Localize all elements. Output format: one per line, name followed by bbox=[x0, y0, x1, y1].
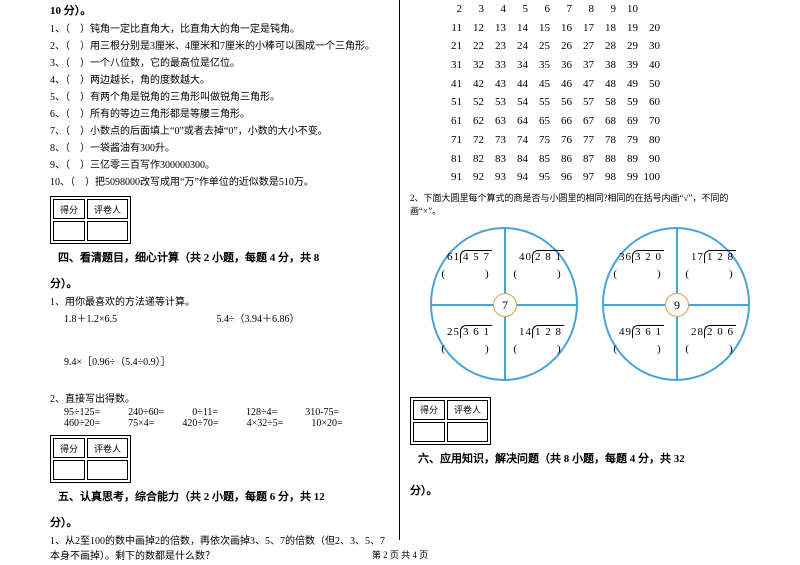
circle-right: 9 363 2 0 ( ) 171 2 8 ( ) 493 6 1 ( ) 28… bbox=[602, 227, 750, 381]
calc-item: 460÷20= bbox=[64, 418, 100, 429]
quad: 402 8 1 ( ) bbox=[504, 229, 576, 304]
calc-item: 128÷4= bbox=[246, 407, 277, 418]
quad: 282 0 6 ( ) bbox=[676, 304, 748, 379]
score-header: 得分 bbox=[53, 199, 85, 219]
calc-item: 95÷125= bbox=[64, 407, 100, 418]
tf-item: 7、（ ）小数点的后面填上“0”或者去掉“0”，小数的大小不变。 bbox=[50, 122, 389, 137]
quad: 614 5 7 ( ) bbox=[432, 229, 504, 304]
tf-item: 5、（ ）有两个角是锐角的三角形叫做锐角三角形。 bbox=[50, 88, 389, 103]
tf-item: 8、（ ）一袋酱油有300升。 bbox=[50, 139, 389, 154]
quad: 363 2 0 ( ) bbox=[604, 229, 676, 304]
true-false-list: 1、（ ）钝角一定比直角大，比直角大的角一定是钝角。 2、（ ）用三根分别是3厘… bbox=[50, 20, 389, 188]
quad: 253 6 1 ( ) bbox=[432, 304, 504, 379]
calc-item: 240÷60= bbox=[128, 407, 164, 418]
tf-item: 3、（ ）一个八位数，它的最高位是亿位。 bbox=[50, 54, 389, 69]
page-footer: 第 2 页 共 4 页 bbox=[0, 548, 800, 561]
tf-item: 1、（ ）钝角一定比直角大，比直角大的角一定是钝角。 bbox=[50, 20, 389, 35]
sec6-title: 六、应用知识，解决问题（共 8 小题，每题 4 分，共 32 bbox=[418, 453, 685, 465]
calc-item: 310-75= bbox=[305, 407, 339, 418]
sec4-title2: 分）。 bbox=[50, 275, 389, 291]
sec6-title2: 分）。 bbox=[410, 482, 750, 498]
calc-item: 10×20= bbox=[311, 418, 342, 429]
quad: 493 6 1 ( ) bbox=[604, 304, 676, 379]
circle-left: 7 614 5 7 ( ) 402 8 1 ( ) 253 6 1 ( ) 14… bbox=[430, 227, 578, 381]
circles-figure: 7 614 5 7 ( ) 402 8 1 ( ) 253 6 1 ( ) 14… bbox=[430, 227, 750, 381]
tf-item: 6、（ ）所有的等边三角形都是等腰三角形。 bbox=[50, 105, 389, 120]
sec5-title: 五、认真思考，综合能力（共 2 小题，每题 6 分，共 12 bbox=[58, 491, 325, 503]
sec4-title: 四、看清题目，细心计算（共 2 小题，每题 4 分，共 8 bbox=[58, 252, 319, 264]
sec5-title2: 分）。 bbox=[50, 514, 389, 530]
calc-expr: 9.4×［0.96÷（5.4÷0.9）］ bbox=[64, 353, 389, 368]
calc-item: 0÷11= bbox=[192, 407, 218, 418]
calc-item: 75×4= bbox=[128, 418, 154, 429]
tf-item: 10、（ ）把5098000改写成用“万”作单位的近似数是510万。 bbox=[50, 173, 389, 188]
q2-intro: 2、直接写出得数。 bbox=[50, 390, 389, 405]
quad: 141 2 8 ( ) bbox=[504, 304, 576, 379]
score-header: 评卷人 bbox=[87, 199, 128, 219]
calc-expr: 1.8＋1.2×6.5 bbox=[64, 310, 214, 325]
q2-text: 2、下面大圆里每个算式的商是否与小圆里的相同?相同的在括号内画“√”，不同的画“… bbox=[410, 191, 750, 217]
quad: 171 2 8 ( ) bbox=[676, 229, 748, 304]
number-grid: 2345678910111213141516171819202122232425… bbox=[440, 0, 750, 187]
tf-item: 4、（ ）两边越长，角的度数越大。 bbox=[50, 71, 389, 86]
calc-item: 4×32÷5= bbox=[247, 418, 284, 429]
tf-item: 9、（ ）三亿零三百写作300000300。 bbox=[50, 156, 389, 171]
score-box: 得分评卷人 bbox=[50, 435, 131, 483]
score-box: 得分评卷人 bbox=[410, 397, 491, 445]
calc-expr: 5.4÷（3.94＋6.86） bbox=[217, 314, 300, 325]
score-box: 得分 评卷人 bbox=[50, 196, 131, 244]
q1-intro: 1、用你最喜欢的方法递等计算。 bbox=[50, 293, 389, 308]
calc-item: 420÷70= bbox=[182, 418, 218, 429]
sec3-points: 10 分）。 bbox=[50, 2, 389, 18]
tf-item: 2、（ ）用三根分别是3厘米、4厘米和7厘米的小棒可以围成一个三角形。 bbox=[50, 37, 389, 52]
